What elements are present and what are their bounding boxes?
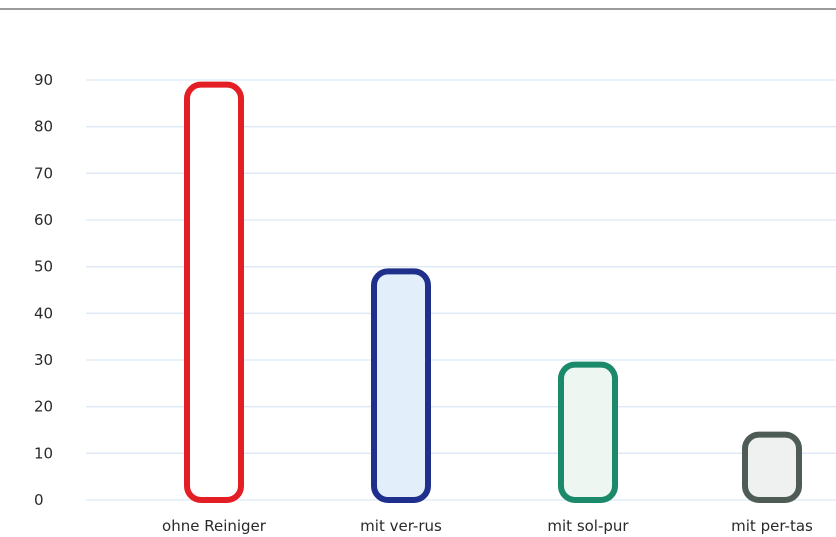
- bar: [558, 361, 618, 503]
- y-axis-tick-labels: 0 10 20 30 40 50 60 70 80 90: [34, 71, 53, 509]
- y-tick-label: 50: [34, 258, 53, 276]
- y-tick-label: 70: [34, 164, 53, 182]
- bars: [184, 81, 802, 504]
- y-tick-label: 40: [34, 304, 53, 322]
- x-axis-category-labels: ohne Reiniger mit ver-rus mit sol-pur mit p…: [162, 517, 813, 535]
- y-tick-label: 80: [34, 118, 53, 136]
- y-tick-label: 10: [34, 444, 53, 462]
- bar: [742, 431, 802, 503]
- y-tick-label: 20: [34, 398, 53, 416]
- bar: [371, 268, 431, 504]
- bar: [184, 81, 244, 504]
- y-tick-label: 0: [34, 491, 44, 509]
- x-category-label: mit per-tas: [731, 517, 813, 535]
- y-tick-label: 60: [34, 211, 53, 229]
- x-category-label: mit ver-rus: [360, 517, 442, 535]
- y-tick-label: 30: [34, 351, 53, 369]
- x-category-label: mit sol-pur: [547, 517, 629, 535]
- y-tick-label: 90: [34, 71, 53, 89]
- x-category-label: ohne Reiniger: [162, 517, 267, 535]
